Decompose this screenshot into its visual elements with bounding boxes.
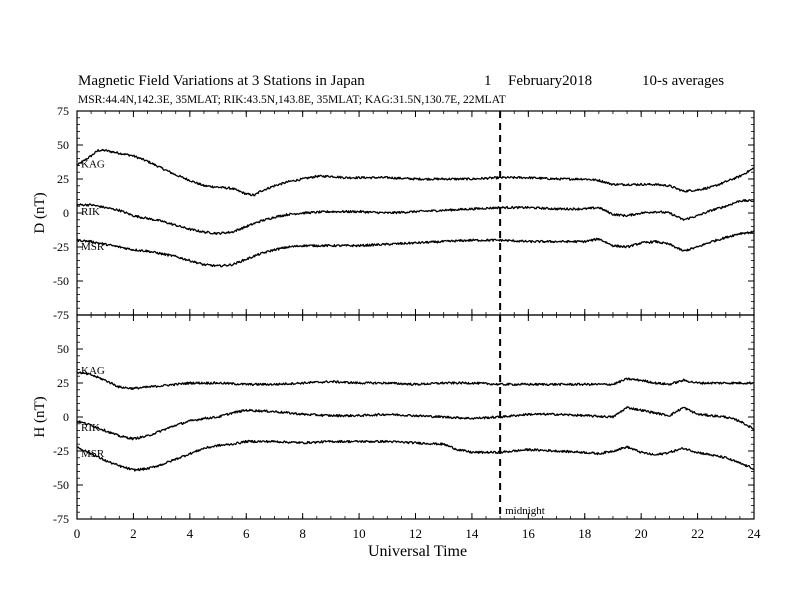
series-label-msr: MSR [81, 448, 105, 460]
x-tick-label: 0 [74, 526, 81, 541]
x-tick-label: 4 [187, 526, 194, 541]
series-label-kag: KAG [81, 365, 105, 377]
series-line-rik [76, 406, 755, 441]
y-tick-label: 50 [57, 138, 69, 152]
y-tick-label: 0 [63, 410, 69, 424]
series-line-kag [76, 371, 755, 390]
y-tick-label: 0 [63, 206, 69, 220]
x-tick-label: 20 [635, 526, 648, 541]
x-tick-label: 10 [353, 526, 366, 541]
series-label-kag: KAG [81, 158, 105, 170]
series-line-kag [76, 148, 755, 197]
chart-title: Magnetic Field Variations at 3 Stations … [78, 73, 365, 89]
series-label-msr: MSR [81, 241, 105, 253]
x-tick-label: 16 [522, 526, 536, 541]
day-label: 1 [484, 73, 492, 89]
series-line-msr [76, 439, 755, 472]
y-tick-label: -75 [53, 308, 69, 322]
panel-d: 75 50 25 0 -25 -50 -75 D (nT) KAG RIK MSR [32, 104, 755, 322]
x-tick-label: 14 [465, 526, 479, 541]
month-year-label: February2018 [508, 73, 593, 89]
y-tick-label: -50 [53, 478, 69, 492]
y-tick-label: 75 [57, 104, 69, 118]
y-axis-label: H (nT) [32, 396, 48, 437]
y-tick-label: -25 [53, 240, 69, 254]
x-tick-label: 12 [409, 526, 422, 541]
midnight-label: midnight [505, 505, 545, 517]
stations-subtitle: MSR:44.4N,142.3E, 35MLAT; RIK:43.5N,143.… [78, 94, 506, 106]
x-tick-label: 8 [299, 526, 306, 541]
y-tick-label: 25 [57, 376, 69, 390]
x-tick-label: 18 [578, 526, 591, 541]
plot-frame [76, 314, 755, 520]
y-tick-label: -75 [53, 512, 69, 526]
x-tick-label: 24 [748, 526, 762, 541]
y-tick-label: -50 [53, 274, 69, 288]
y-tick-label: 50 [57, 342, 69, 356]
series-label-rik: RIK [81, 206, 100, 218]
y-tick-label: -25 [53, 444, 69, 458]
series-line-rik [76, 199, 755, 235]
x-tick-label: 6 [243, 526, 250, 541]
x-axis-label: Universal Time [368, 543, 467, 560]
x-tick-label: 22 [691, 526, 704, 541]
y-tick-label: 25 [57, 172, 69, 186]
averaging-label: 10-s averages [642, 73, 725, 89]
x-tick-label: 2 [130, 526, 137, 541]
series-label-rik: RIK [81, 422, 100, 434]
series-line-msr [76, 230, 755, 268]
y-axis-label: D (nT) [32, 192, 48, 233]
